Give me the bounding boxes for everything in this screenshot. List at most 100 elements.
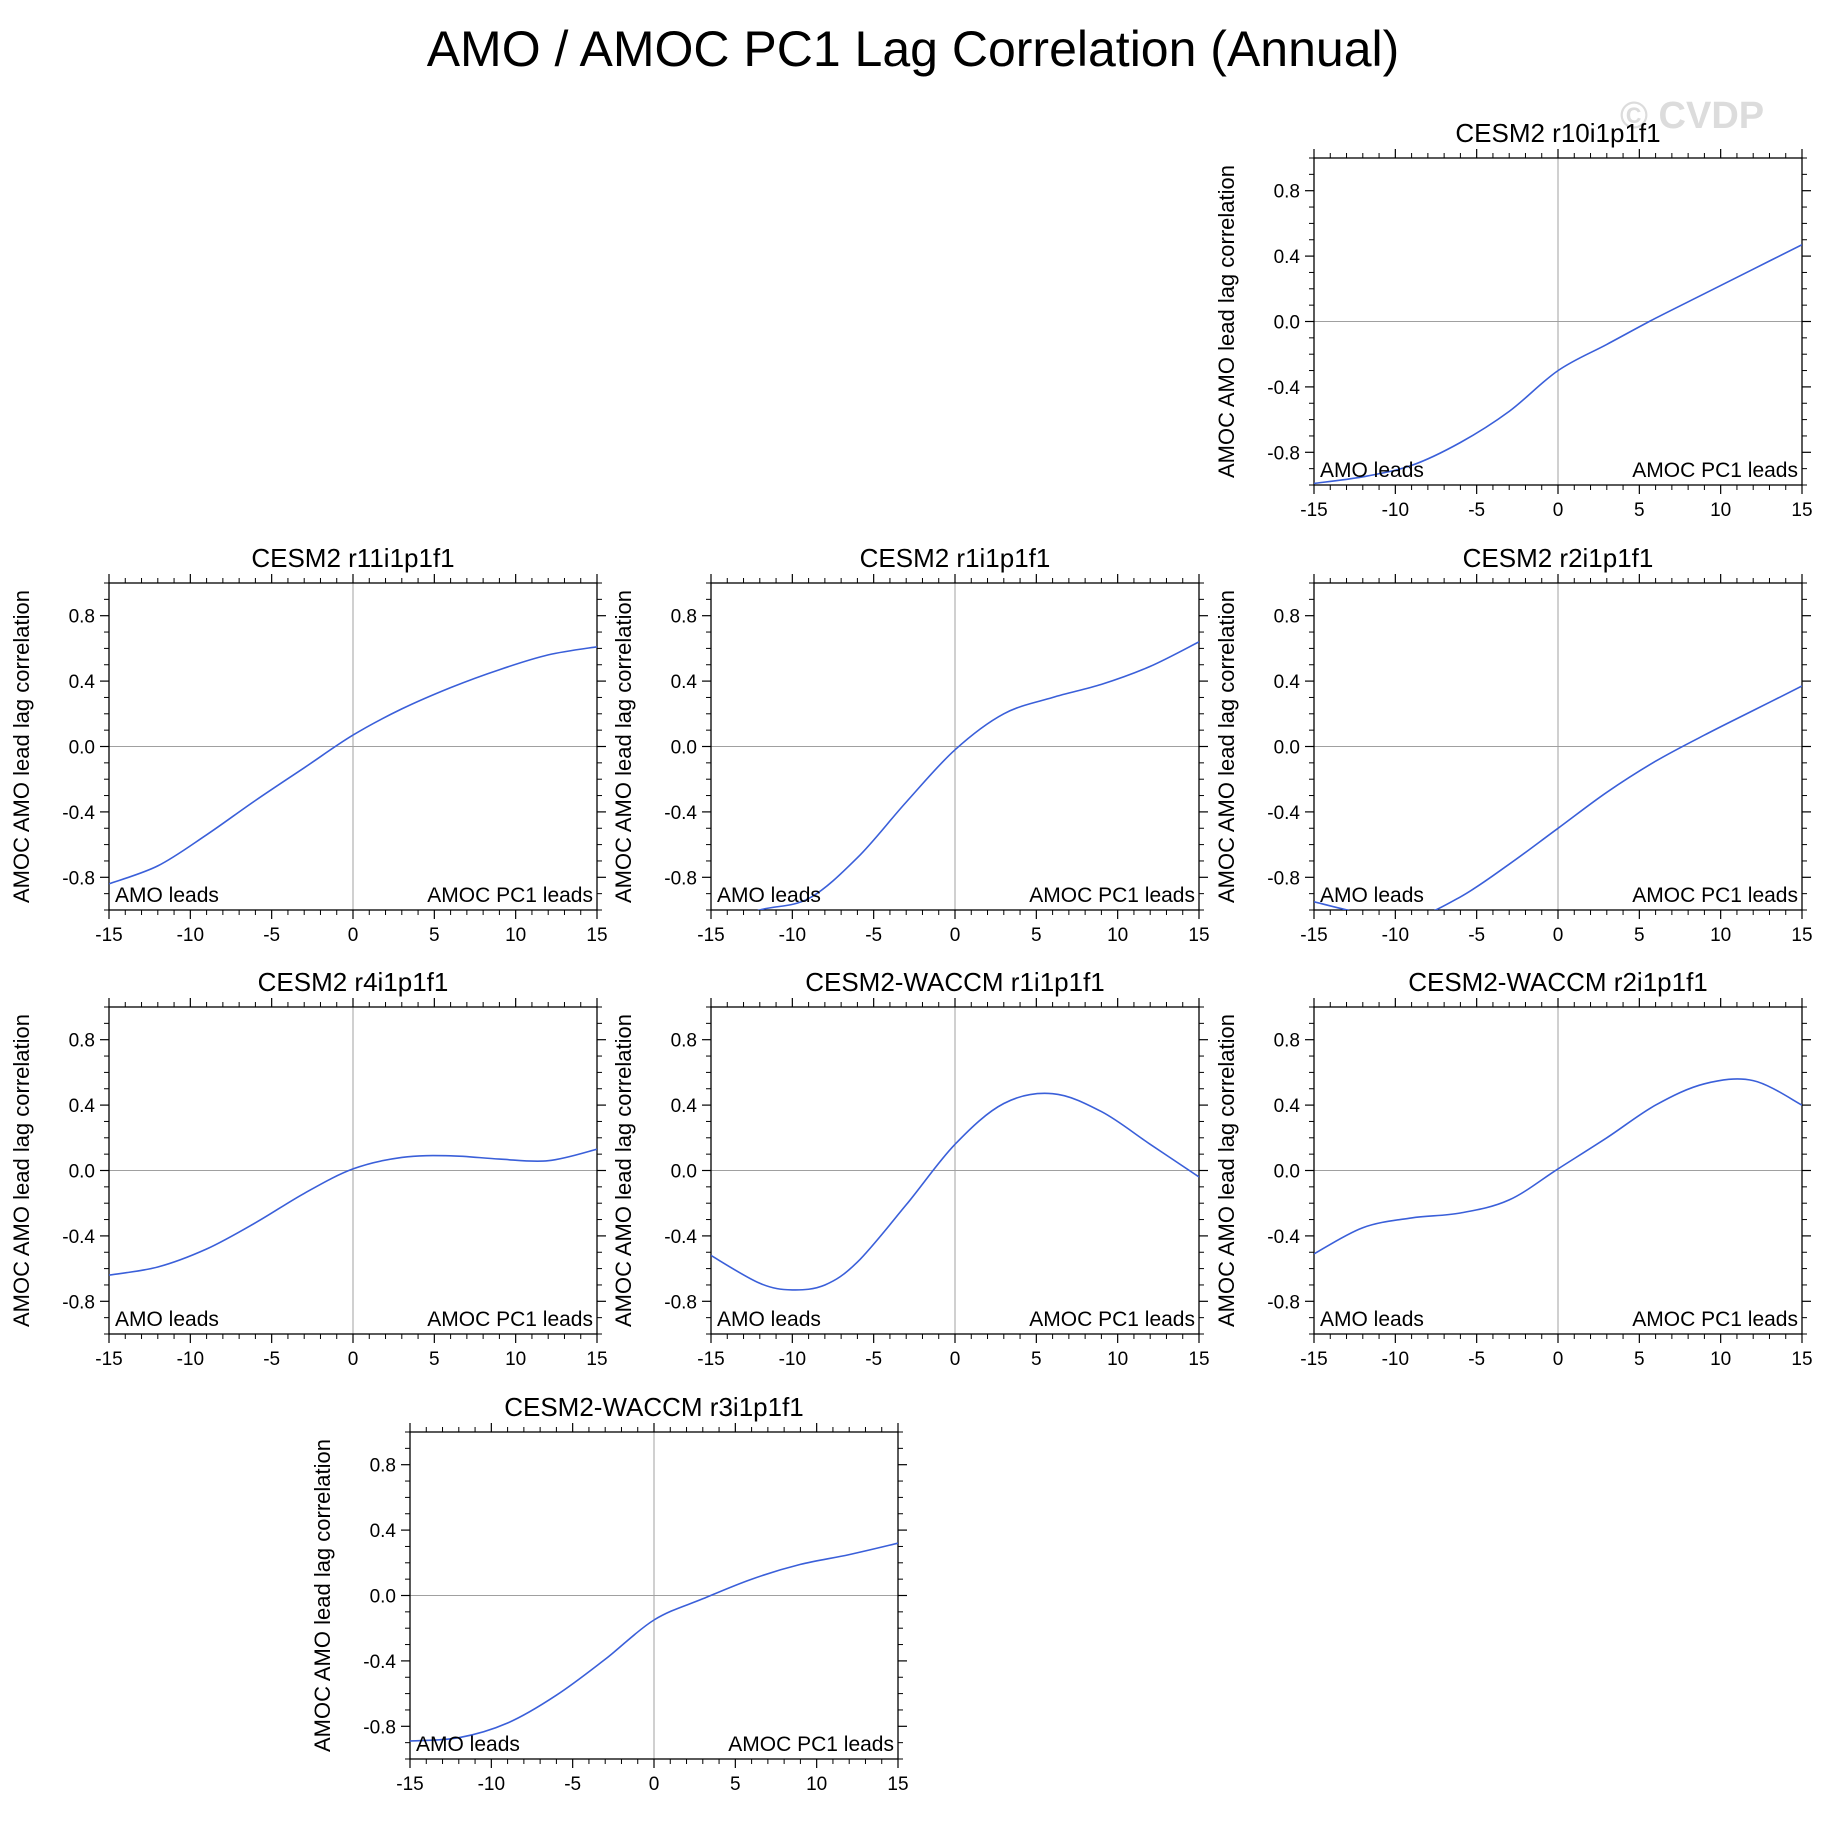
- x-tick-label: -10: [177, 1349, 204, 1370]
- x-tick-label: 15: [1791, 1349, 1812, 1370]
- x-tick-label: 10: [1107, 1349, 1128, 1370]
- x-tick-label: 5: [1634, 500, 1645, 521]
- x-tick-label: 10: [1710, 1349, 1731, 1370]
- amo-leads-annotation: AMO leads: [717, 1308, 821, 1331]
- y-tick-label: -0.4: [1267, 1227, 1300, 1248]
- x-tick-label: 0: [950, 1349, 961, 1370]
- panel-title: CESM2 r2i1p1f1: [1463, 543, 1654, 573]
- chart-panel: -15 -10 -5 0 5 10 15 -0.8 -0.4 0.0 0.4 0.8 CESM2 r2i…: [1214, 543, 1813, 946]
- cvdp-watermark: © CVDP: [1620, 95, 1764, 137]
- x-tick-label: 0: [1553, 925, 1564, 946]
- y-tick-label: 0.0: [671, 1162, 697, 1183]
- x-tick-label: -5: [865, 925, 882, 946]
- y-tick-label: 0.8: [69, 1031, 95, 1052]
- y-tick-label: -0.4: [1267, 378, 1300, 399]
- x-tick-label: 5: [1634, 925, 1645, 946]
- y-axis-label: AMOC AMO lead lag correlation: [9, 1014, 34, 1327]
- y-tick-label: -0.4: [62, 803, 95, 824]
- x-tick-label: -15: [1300, 1349, 1327, 1370]
- correlation-series-line: [756, 641, 1199, 910]
- x-tick-label: 0: [649, 1774, 660, 1795]
- y-tick-label: -0.8: [1267, 868, 1300, 889]
- y-tick-label: 0.8: [1274, 1031, 1300, 1052]
- x-tick-label: -15: [1300, 500, 1327, 521]
- y-tick-label: 0.8: [370, 1456, 396, 1477]
- panel-title: CESM2-WACCM r2i1p1f1: [1408, 967, 1708, 997]
- y-tick-label: 0.0: [69, 1162, 95, 1183]
- amoc-leads-annotation: AMOC PC1 leads: [1029, 884, 1195, 907]
- x-tick-label: 0: [1553, 1349, 1564, 1370]
- x-tick-label: 15: [1188, 1349, 1209, 1370]
- y-tick-label: 0.4: [1274, 672, 1301, 693]
- y-tick-label: 0.8: [671, 1031, 697, 1052]
- x-tick-label: -10: [1382, 500, 1409, 521]
- chart-panel: -15 -10 -5 0 5 10 15 -0.8 -0.4 0.0 0.4 0.8 CESM2 r11…: [9, 543, 608, 946]
- x-tick-label: -10: [1382, 925, 1409, 946]
- y-tick-label: -0.4: [664, 1227, 697, 1248]
- y-tick-label: 0.0: [1274, 313, 1300, 334]
- correlation-series-line: [109, 646, 597, 885]
- x-tick-label: 0: [950, 925, 961, 946]
- amoc-leads-annotation: AMOC PC1 leads: [1632, 884, 1798, 907]
- x-tick-label: 15: [887, 1774, 908, 1795]
- x-tick-label: -10: [478, 1774, 505, 1795]
- y-axis-label: AMOC AMO lead lag correlation: [1214, 590, 1239, 903]
- y-tick-label: -0.8: [664, 1292, 697, 1313]
- x-tick-label: 5: [1031, 925, 1042, 946]
- x-tick-label: 15: [1791, 500, 1812, 521]
- correlation-series-line: [109, 1148, 597, 1276]
- x-tick-label: 10: [505, 925, 526, 946]
- x-tick-label: -5: [865, 1349, 882, 1370]
- x-tick-label: 10: [1710, 500, 1731, 521]
- amo-leads-annotation: AMO leads: [1320, 459, 1424, 482]
- y-tick-label: -0.8: [62, 868, 95, 889]
- x-tick-label: 10: [1107, 925, 1128, 946]
- panel-title: CESM2 r10i1p1f1: [1455, 118, 1660, 148]
- amoc-leads-annotation: AMOC PC1 leads: [728, 1733, 894, 1756]
- amo-leads-annotation: AMO leads: [717, 884, 821, 907]
- x-tick-label: -10: [177, 925, 204, 946]
- y-tick-label: 0.4: [671, 672, 698, 693]
- y-tick-label: 0.0: [370, 1587, 396, 1608]
- panel-title: CESM2 r4i1p1f1: [258, 967, 449, 997]
- y-tick-label: 0.4: [370, 1521, 397, 1542]
- x-tick-label: 0: [1553, 500, 1564, 521]
- x-tick-label: 10: [806, 1774, 827, 1795]
- y-tick-label: 0.8: [671, 607, 697, 628]
- y-tick-label: -0.4: [1267, 803, 1300, 824]
- amoc-leads-annotation: AMOC PC1 leads: [1632, 459, 1798, 482]
- x-tick-label: -10: [779, 1349, 806, 1370]
- amo-leads-annotation: AMO leads: [115, 1308, 219, 1331]
- amoc-leads-annotation: AMOC PC1 leads: [1632, 1308, 1798, 1331]
- x-tick-label: 5: [1634, 1349, 1645, 1370]
- amo-leads-annotation: AMO leads: [416, 1733, 520, 1756]
- x-tick-label: 0: [348, 1349, 359, 1370]
- y-tick-label: 0.4: [1274, 247, 1301, 268]
- x-tick-label: 10: [1710, 925, 1731, 946]
- x-tick-label: -5: [564, 1774, 581, 1795]
- correlation-series-line: [410, 1542, 898, 1742]
- chart-panel: -15 -10 -5 0 5 10 15 -0.8 -0.4 0.0 0.4 0.8 CESM2-WAC…: [310, 1392, 909, 1795]
- panel-title: CESM2 r11i1p1f1: [251, 543, 454, 573]
- y-tick-label: -0.4: [363, 1652, 396, 1673]
- y-tick-label: -0.8: [62, 1292, 95, 1313]
- x-tick-label: -5: [1468, 925, 1485, 946]
- x-tick-label: -15: [697, 925, 724, 946]
- y-tick-label: 0.0: [1274, 1162, 1300, 1183]
- x-tick-label: -10: [779, 925, 806, 946]
- x-tick-label: -15: [95, 925, 122, 946]
- y-axis-label: AMOC AMO lead lag correlation: [9, 590, 34, 903]
- x-tick-label: -5: [1468, 500, 1485, 521]
- x-tick-label: 10: [505, 1349, 526, 1370]
- x-tick-label: 5: [429, 925, 440, 946]
- y-tick-label: 0.8: [1274, 607, 1300, 628]
- x-tick-label: -15: [95, 1349, 122, 1370]
- y-tick-label: -0.8: [1267, 1292, 1300, 1313]
- y-axis-label: AMOC AMO lead lag correlation: [310, 1439, 335, 1752]
- correlation-series-line: [1314, 243, 1802, 485]
- x-tick-label: -15: [396, 1774, 423, 1795]
- y-tick-label: -0.8: [664, 868, 697, 889]
- y-tick-label: -0.4: [62, 1227, 95, 1248]
- y-tick-label: 0.4: [69, 1096, 96, 1117]
- x-tick-label: -15: [1300, 925, 1327, 946]
